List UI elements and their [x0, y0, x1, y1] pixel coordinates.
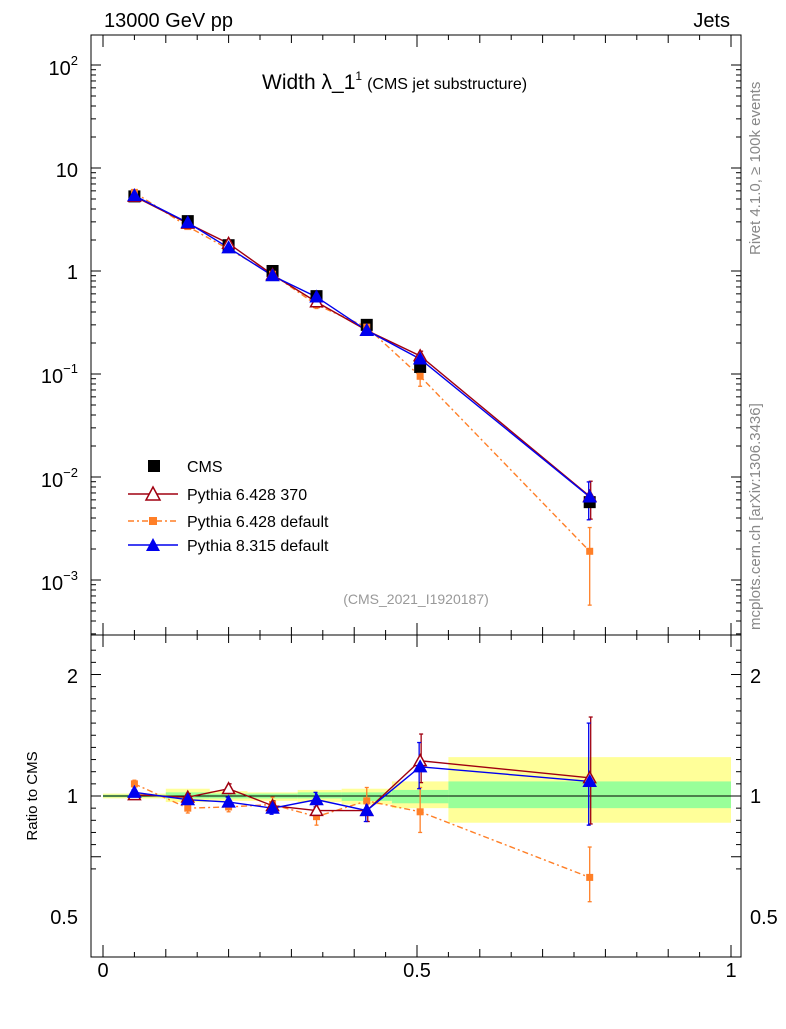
mcplots-label: mcplots.cern.ch [arXiv:1306.3436] — [747, 403, 764, 630]
chart-title: Width λ_11 (CMS jet substructure) — [262, 69, 527, 94]
ratio-marker-p8 — [309, 792, 324, 806]
legend-marker-cms — [148, 460, 160, 472]
legend-marker-p6-370 — [144, 485, 162, 501]
ytick-label-0.1-base: 10 — [41, 366, 63, 388]
ytick-label-0.1: 10−1 — [41, 361, 78, 388]
ratio-ytick-2: 2 — [67, 666, 78, 688]
legend-label-p8: Pythia 8.315 default — [187, 538, 329, 555]
legend-marker-p6-default — [149, 517, 157, 525]
marker-p8 — [359, 322, 375, 336]
chart-title-suffix: (CMS jet substructure) — [367, 76, 527, 93]
legend: CMS Pythia 6.428 370 Pythia 6.428 defaul… — [128, 459, 329, 555]
ratio-line-p6-370 — [134, 760, 590, 812]
marker-p8 — [582, 489, 597, 503]
ytick-label-100-base: 10 — [49, 58, 71, 80]
marker-p6-default — [416, 372, 424, 380]
ratio-ytick-2-right: 2 — [750, 666, 761, 688]
ratio-ylabel: Ratio to CMS — [24, 751, 41, 840]
ratio-marker-p8 — [127, 784, 142, 798]
ratio-marker-p6-default — [416, 808, 424, 816]
header-right: Jets — [693, 10, 730, 32]
ytick-label-0.1-exp: −1 — [63, 361, 78, 376]
xtick-label-1: 1 — [725, 960, 736, 982]
ratio-marker-p6-default — [184, 804, 192, 812]
analysis-tag: (CMS_2021_I1920187) — [343, 591, 489, 607]
chart-title-sup: 1 — [355, 69, 362, 83]
marker-p6-default — [586, 547, 594, 555]
marker-p8 — [221, 240, 236, 254]
top-panel-series — [127, 188, 597, 606]
ratio-ytick-1-right: 1 — [750, 786, 761, 808]
ytick-label-1: 1 — [67, 262, 78, 284]
rivet-label: Rivet 4.1.0, ≥ 100k events — [747, 82, 764, 255]
uncertainty-band-inner — [297, 792, 342, 799]
ratio-ytick-0.5: 0.5 — [50, 907, 78, 929]
ratio-marker-p8 — [412, 759, 428, 773]
ratio-marker-p6-370 — [309, 803, 324, 817]
ratio-marker-p8 — [265, 800, 280, 814]
marker-p8 — [180, 215, 196, 229]
legend-label-p6-370: Pythia 6.428 370 — [187, 487, 307, 504]
marker-p8 — [412, 351, 428, 365]
header-left: 13000 GeV pp — [104, 10, 233, 32]
series-line-p6-370 — [134, 195, 591, 497]
ratio-panel-series — [127, 716, 597, 903]
ratio-marker-p8 — [180, 792, 196, 806]
ytick-label-0.01-exp: −2 — [63, 465, 78, 480]
marker-p8 — [127, 188, 142, 202]
legend-marker-p8 — [146, 538, 160, 551]
ratio-marker-p8 — [221, 794, 236, 808]
ratio-marker-p8 — [359, 803, 375, 817]
ratio-line-p6-default — [134, 783, 590, 879]
series-line-p6-default — [134, 191, 591, 552]
legend-label-p6-default: Pythia 6.428 default — [187, 514, 329, 531]
ratio-marker-p8 — [582, 773, 597, 787]
ratio-ytick-1: 1 — [67, 786, 78, 808]
ytick-label-0.001: 10−3 — [41, 568, 78, 595]
ytick-label-0.001-exp: −3 — [63, 568, 78, 583]
xtick-label-0.5: 0.5 — [403, 960, 431, 982]
ratio-marker-p6-default — [130, 780, 138, 788]
marker-p8 — [309, 289, 324, 303]
ytick-label-0.01: 10−2 — [41, 465, 78, 492]
ytick-label-100-exp: 2 — [71, 53, 78, 68]
ratio-marker-p6-default — [313, 813, 321, 821]
ratio-panel-ticks — [91, 635, 741, 957]
ratio-marker-p6-370 — [221, 781, 236, 795]
ratio-ytick-0.5-right: 0.5 — [750, 907, 778, 929]
ytick-label-0.001-base: 10 — [41, 573, 63, 595]
marker-p8 — [265, 268, 280, 282]
ytick-label-100: 102 — [49, 53, 78, 80]
legend-label-cms: CMS — [187, 459, 223, 476]
ratio-marker-p6-default — [363, 797, 371, 805]
top-panel-ticks — [91, 35, 741, 635]
ratio-marker-p6-default — [586, 873, 594, 881]
series-line-p8 — [134, 194, 591, 498]
xtick-label-0: 0 — [97, 960, 108, 982]
ytick-label-10: 10 — [56, 160, 78, 182]
ratio-line-p8 — [134, 766, 590, 812]
chart-title-main: Width λ_1 — [262, 71, 355, 94]
ytick-label-0.01-base: 10 — [41, 470, 63, 492]
